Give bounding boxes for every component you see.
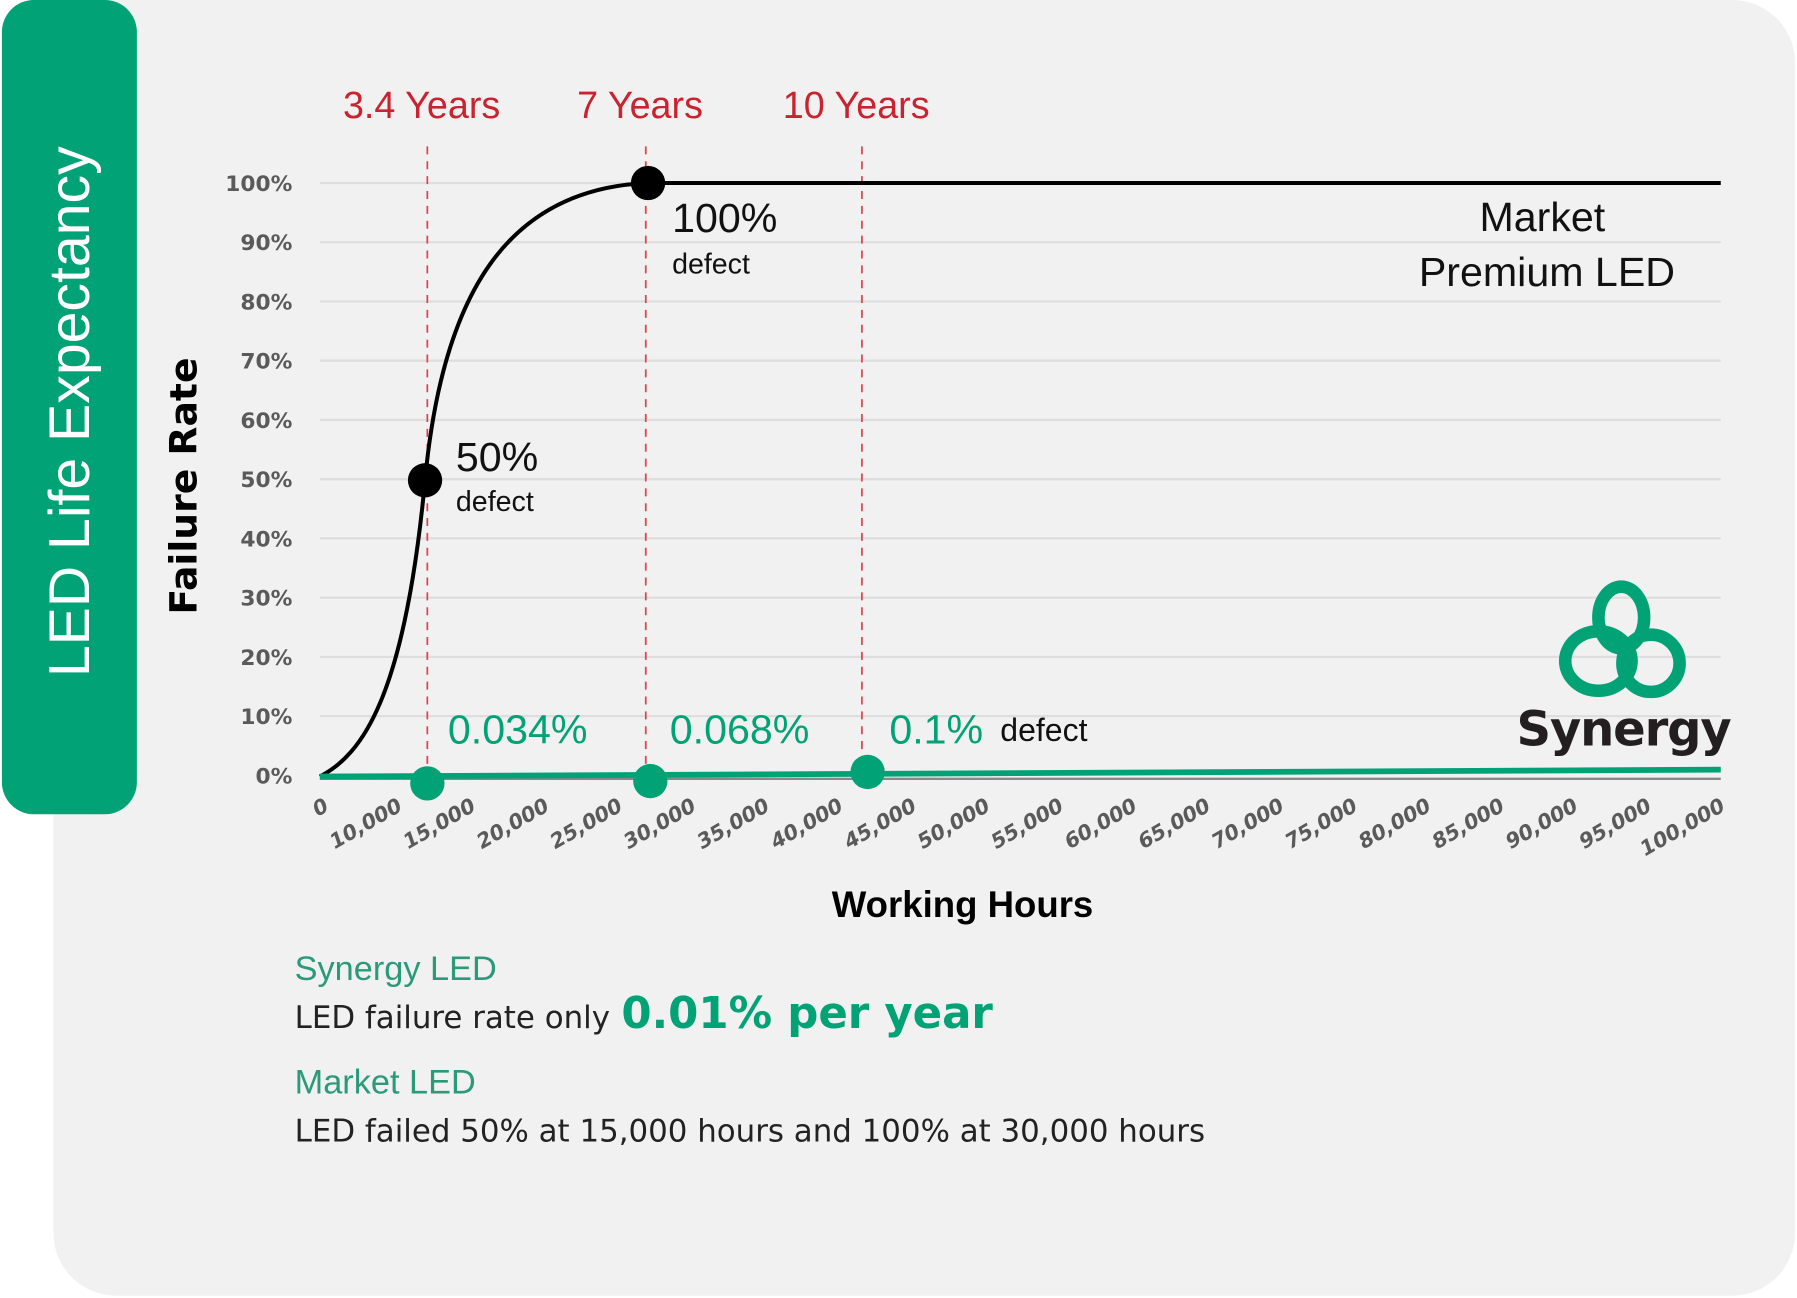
y-tick-labels: 0% 10% 20% 30% 40% 50% 60% 70% 80% 90% 100% [225,172,292,789]
synergy-logo: Synergy [1517,580,1733,758]
y-tick-label: 0% [256,764,293,789]
y-tick-label: 60% [240,409,292,434]
y-tick-label: 40% [240,527,292,552]
synergy-value-3-unit: defect [1000,712,1087,748]
year-marker-label: 7 Years [577,84,703,126]
side-title-tab [1,0,137,815]
market-led-text: LED failed 50% at 15,000 hours and 100% … [295,1113,1205,1149]
y-tick-label: 80% [240,290,292,315]
synergy-led-text: LED failure rate only 0.01% per year [295,989,994,1039]
x-axis-label: Working Hours [832,884,1093,925]
synergy-value-3: 0.1% [889,706,983,752]
synergy-value-1: 0.034% [448,706,588,752]
y-tick-label: 30% [240,587,292,612]
synergy-led-highlight: 0.01% per year [621,989,993,1039]
year-markers: 3.4 Years 7 Years 10 Years [343,84,930,778]
synergy-led-line [319,766,1721,780]
market-100-unit: defect [672,248,750,280]
market-premium-led-curve [318,180,1721,779]
series-label-market-line1: Market [1479,194,1605,240]
y-axis-label: Failure Rate [161,357,205,614]
synergy-point-1 [410,766,445,801]
market-point-100 [630,165,666,201]
year-marker-label: 3.4 Years [343,84,500,126]
synergy-led-title: Synergy LED [295,950,497,988]
synergy-logo-mark-icon [1558,580,1686,699]
y-tick-label: 90% [240,231,292,256]
y-tick-label: 100% [225,172,292,197]
synergy-led-description: LED failure rate only [295,1000,610,1036]
synergy-point-2 [633,763,668,799]
synergy-point-3 [850,754,885,790]
market-led-title: Market LED [295,1063,476,1101]
series-label-market-line2: Premium LED [1419,249,1675,295]
synergy-logo-text: Synergy [1517,702,1732,758]
side-title: LED Life Expectancy [38,146,102,677]
synergy-value-2: 0.068% [670,706,810,752]
market-50-unit: defect [456,486,534,518]
y-tick-label: 10% [240,705,292,730]
y-tick-label: 70% [240,350,292,375]
y-tick-label: 50% [240,468,292,493]
year-marker-label: 10 Years [783,84,930,126]
market-100-value: 100% [672,195,777,241]
card-background [53,0,1796,1296]
market-point-50 [407,463,443,498]
y-tick-label: 20% [240,646,292,671]
market-50-value: 50% [456,434,538,480]
